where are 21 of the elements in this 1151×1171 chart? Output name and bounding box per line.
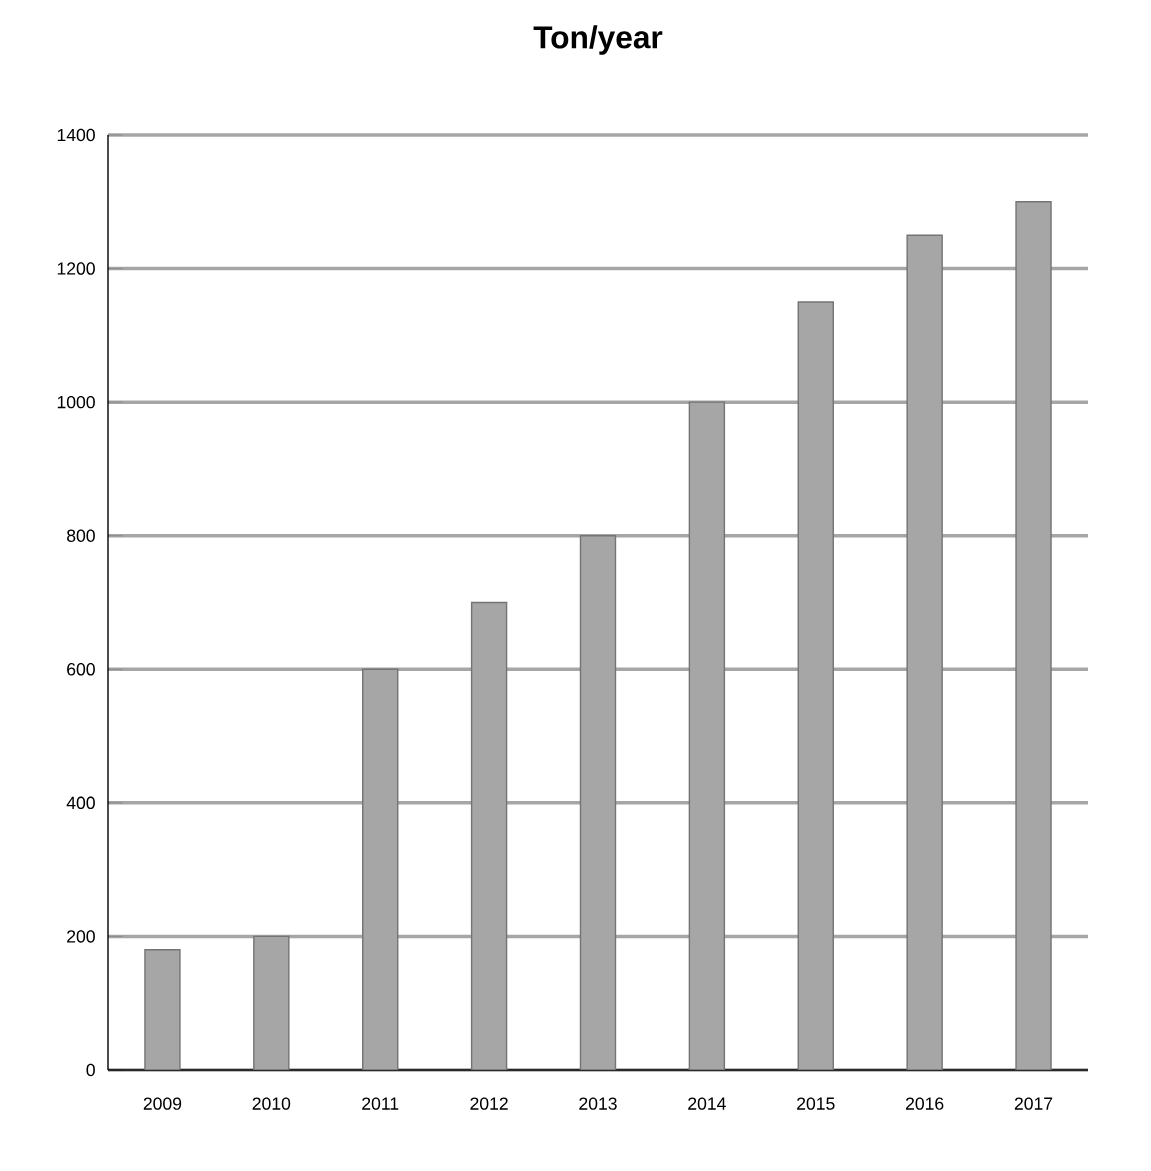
y-tick-label: 0 bbox=[86, 1063, 95, 1077]
x-tick-label: 2011 bbox=[362, 1097, 399, 1110]
y-tick-label: 400 bbox=[66, 796, 95, 810]
y-tick-label: 600 bbox=[67, 663, 95, 676]
x-tick-label: 2010 bbox=[252, 1097, 291, 1110]
y-tick-label: 1200 bbox=[57, 262, 95, 275]
x-tick-label: 2014 bbox=[688, 1097, 726, 1110]
x-tick-label: 2012 bbox=[470, 1097, 508, 1110]
chart-title: Ton/year bbox=[533, 25, 663, 55]
bar bbox=[1015, 201, 1052, 1070]
x-tick-label: 2009 bbox=[143, 1097, 182, 1110]
x-tick-label: 2017 bbox=[1014, 1097, 1053, 1110]
y-tick-label: 1000 bbox=[57, 395, 95, 409]
x-tick-label: 2016 bbox=[905, 1097, 944, 1110]
y-tick-label: 800 bbox=[67, 529, 95, 542]
bar bbox=[144, 949, 181, 1070]
x-tick-label: 2015 bbox=[797, 1097, 835, 1110]
x-tick-label: 2013 bbox=[579, 1097, 617, 1110]
y-tick-label: 200 bbox=[67, 930, 95, 943]
bar bbox=[906, 234, 943, 1070]
y-tick-label: 1400 bbox=[57, 128, 95, 142]
